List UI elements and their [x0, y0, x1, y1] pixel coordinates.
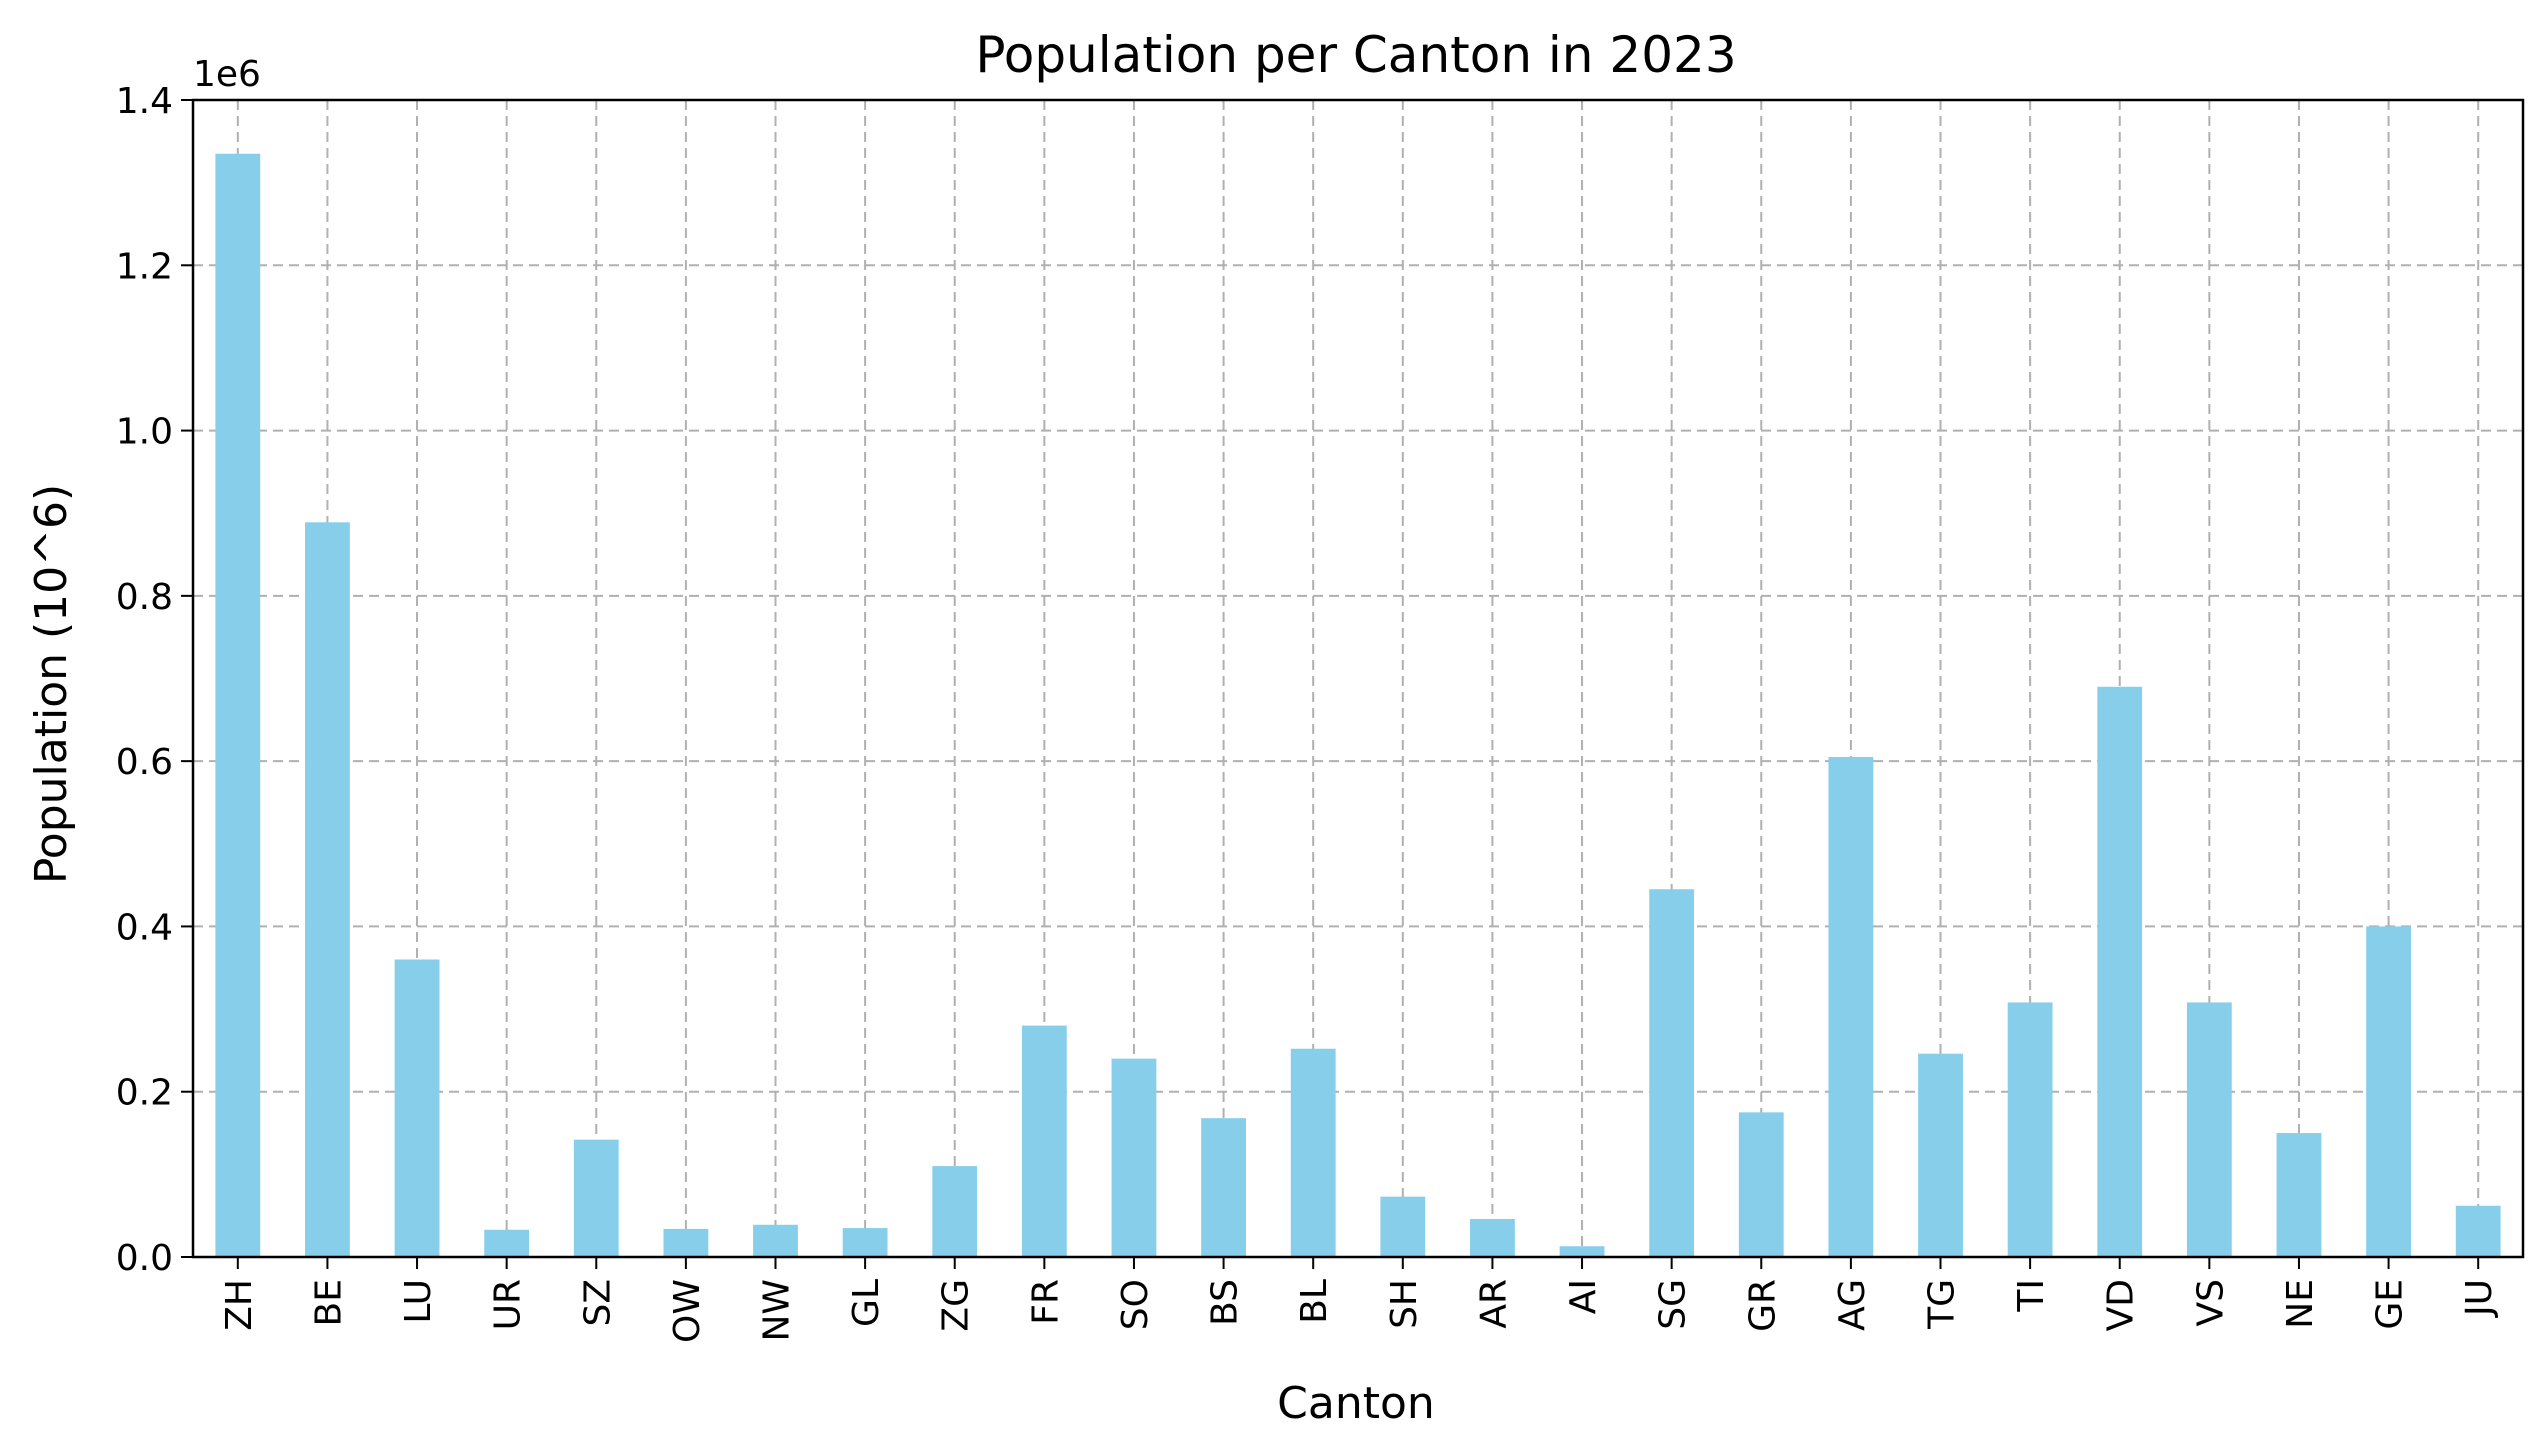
x-tick-label: NW	[757, 1279, 798, 1342]
bar-gl	[842, 1228, 888, 1257]
bar-sh	[1380, 1196, 1426, 1257]
x-tick-label: VS	[2190, 1279, 2231, 1326]
x-tick-label: SO	[1115, 1279, 1156, 1330]
bar-ag	[1828, 757, 1874, 1257]
bar-sg	[1649, 889, 1695, 1257]
bar-ai	[1559, 1246, 1605, 1257]
x-tick-label: AR	[1473, 1279, 1514, 1329]
bar-ow	[663, 1228, 709, 1257]
plot-frame	[191, 98, 2525, 1259]
chart-title: Population per Canton in 2023	[975, 26, 1736, 84]
x-tick-label: SZ	[577, 1279, 618, 1327]
y-axis-label: Population (10^6)	[26, 484, 77, 884]
x-tick-label: NE	[2280, 1279, 2321, 1329]
bar-lu	[394, 959, 440, 1257]
bar-ju	[2455, 1205, 2501, 1257]
x-tick-label: GE	[2370, 1279, 2411, 1330]
x-tick-label: AI	[1563, 1279, 1604, 1314]
y-tick-label: 0.0	[116, 1238, 173, 1279]
bar-gr	[1738, 1112, 1784, 1257]
x-tick-label: BL	[1294, 1279, 1335, 1324]
bar-nw	[753, 1224, 798, 1257]
bar-ar	[1470, 1218, 1515, 1257]
x-tick-label: AG	[1832, 1279, 1873, 1331]
bar-so	[1111, 1058, 1157, 1257]
y-tick-label: 1.4	[116, 81, 173, 122]
y-tick-label: 0.8	[116, 577, 173, 618]
bar-be	[305, 522, 350, 1257]
bar-vs	[2186, 1002, 2232, 1257]
bar-bs	[1201, 1118, 1246, 1257]
x-tick-label: ZG	[936, 1279, 977, 1332]
bar-sz	[573, 1139, 619, 1257]
x-tick-label: LU	[398, 1279, 439, 1324]
x-tick-label: VD	[2101, 1279, 2142, 1331]
x-tick-label: BE	[308, 1279, 349, 1326]
y-tick-label: 0.2	[116, 1073, 173, 1114]
bar-vd	[2097, 686, 2143, 1257]
grid-layer	[193, 99, 2523, 1258]
x-tick-label: TI	[2011, 1279, 2052, 1313]
bar-zg	[932, 1166, 978, 1257]
x-tick-label: BS	[1205, 1279, 1246, 1326]
bar-fr	[1021, 1025, 1067, 1257]
bar-ge	[2366, 926, 2411, 1257]
x-tick-label: UR	[488, 1279, 529, 1330]
x-axis-label: Canton	[1277, 1378, 1435, 1429]
x-tick-label: ZH	[219, 1279, 260, 1331]
y-tick-label: 1.0	[116, 412, 173, 453]
x-tick-label: FR	[1025, 1279, 1066, 1325]
x-tick-label: JU	[2459, 1279, 2500, 1318]
bar-ur	[484, 1229, 530, 1257]
bar-ti	[2007, 1002, 2053, 1257]
x-tick-label: TG	[1922, 1279, 1963, 1330]
x-tick-label: OW	[667, 1279, 708, 1343]
x-tick-label: GR	[1742, 1279, 1783, 1332]
bar-bl	[1290, 1048, 1336, 1257]
x-tick-label: SG	[1653, 1279, 1694, 1330]
y-tick-label: 0.4	[116, 907, 173, 948]
bars-layer	[215, 153, 2501, 1257]
bar-ne	[2276, 1133, 2322, 1257]
ticks-layer: 0.0 0.2 0.4 0.6 0.8 1.0 1.2 1.4 ZH BE LU UR SZ OW NW GL…	[116, 81, 2500, 1343]
bar-tg	[1918, 1053, 1963, 1257]
x-tick-label: GL	[846, 1279, 887, 1327]
axes-layer	[191, 98, 2525, 1259]
y-tick-label: 1.2	[116, 246, 173, 287]
x-tick-label: SH	[1384, 1279, 1425, 1329]
y-tick-label: 0.6	[116, 742, 173, 783]
y-axis-offset-label: 1e6	[193, 54, 261, 95]
bar-zh	[215, 153, 261, 1257]
